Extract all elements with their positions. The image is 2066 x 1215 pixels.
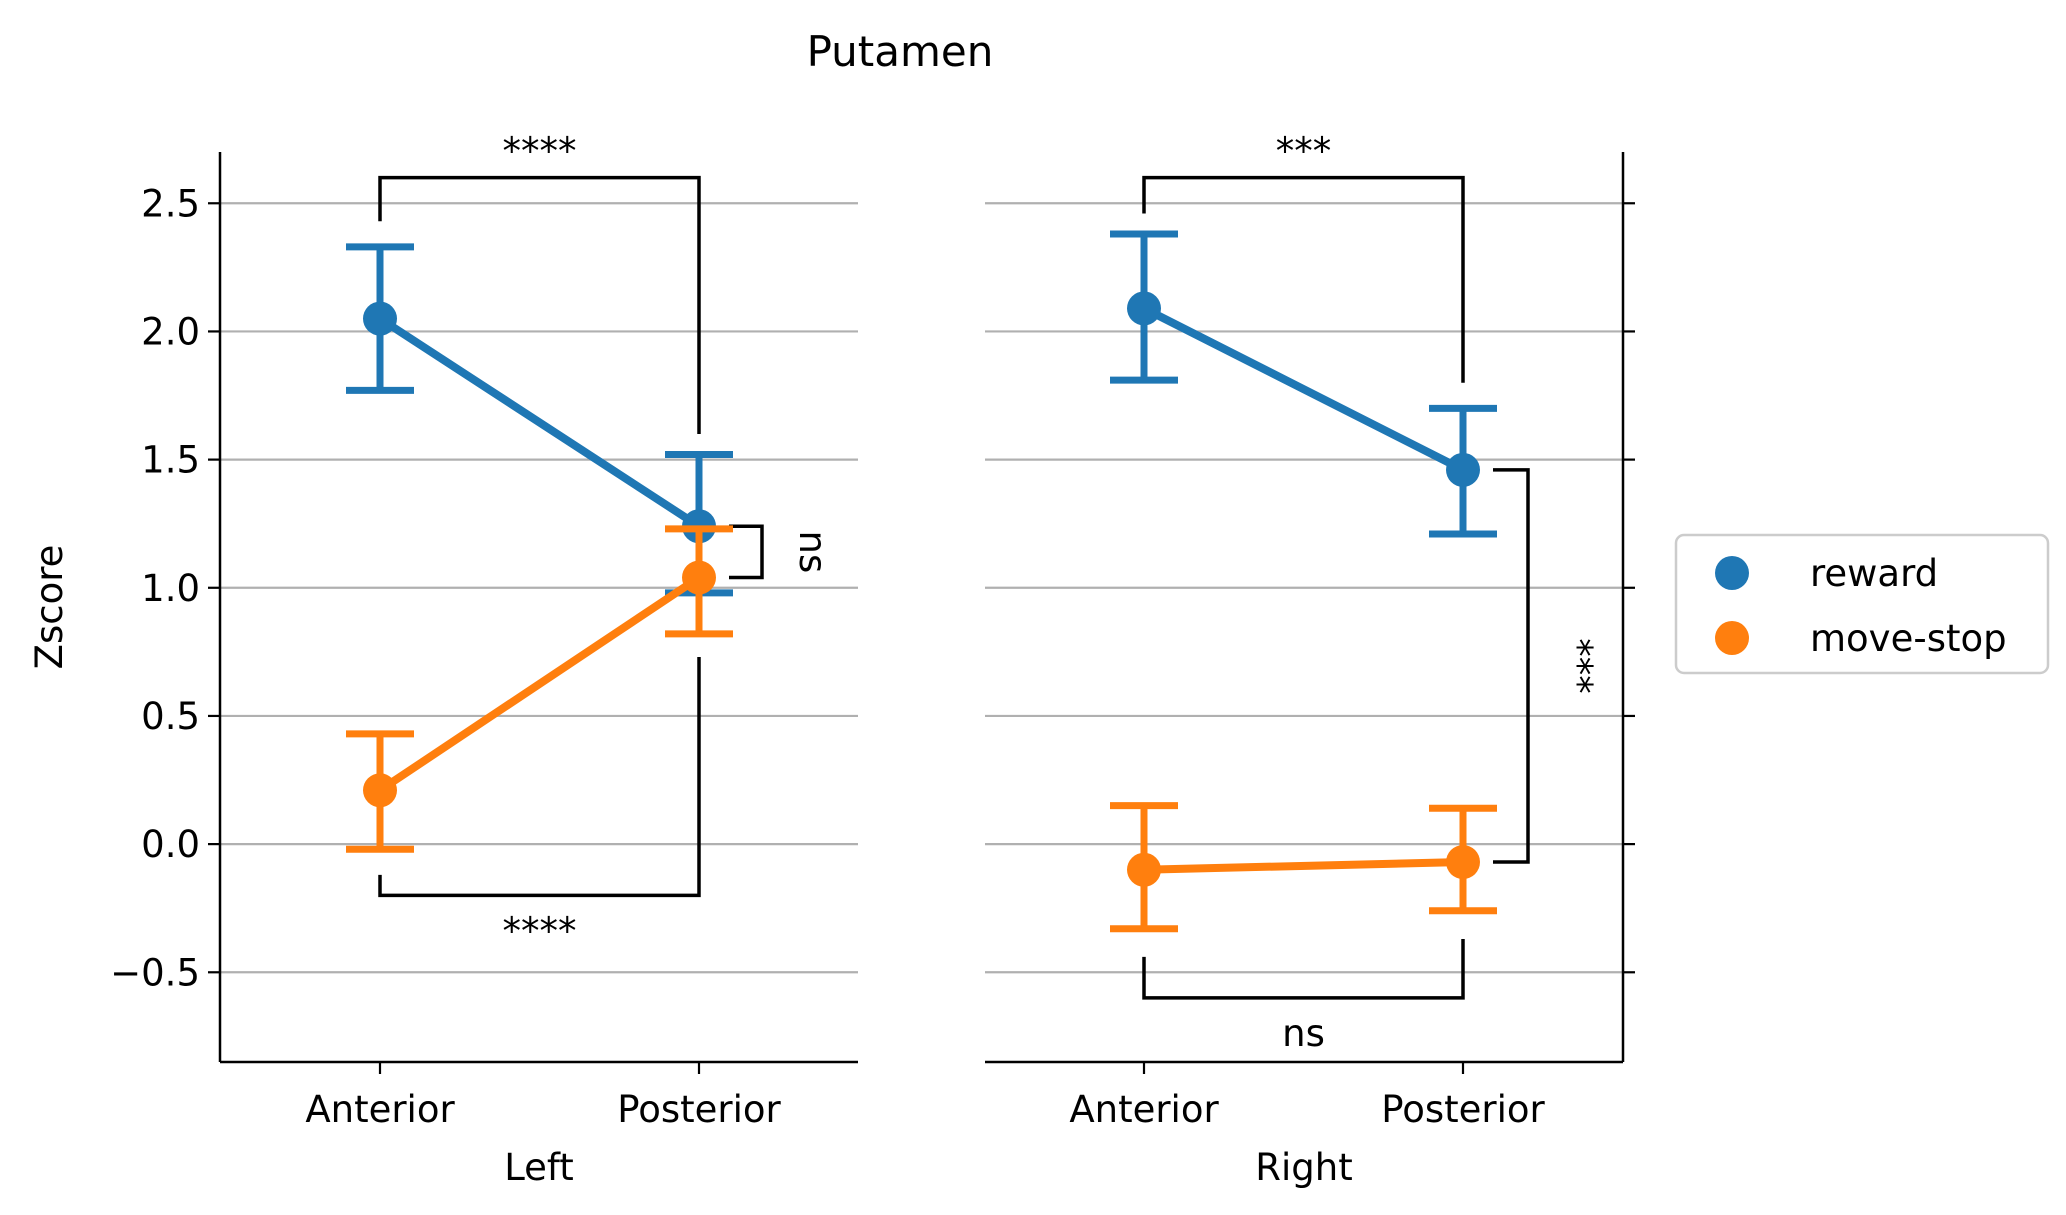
- significance-label: ****: [503, 130, 577, 173]
- significance-bracket: [1493, 468, 1530, 864]
- significance-bracket: [378, 656, 701, 898]
- series-line: [376, 314, 703, 531]
- chart-title: Putamen: [807, 27, 994, 76]
- series-move-stop: [1110, 802, 1497, 933]
- panels-layer: −0.5 0.0 0.5 1.0 1.5 2.0 2.5 Anterior Posterior L…: [110, 130, 1635, 1189]
- series-line: [1140, 304, 1467, 474]
- data-point: [1446, 452, 1480, 487]
- significance-bracket: [1142, 938, 1465, 1000]
- significance-annotation: ns: [729, 524, 834, 580]
- significance-annotation: ns: [1142, 938, 1465, 1055]
- x-tick-label: Posterior: [617, 1088, 781, 1131]
- series-move-stop: [346, 525, 733, 853]
- data-point: [363, 773, 397, 808]
- significance-label: ns: [1282, 1012, 1325, 1055]
- significance-annotation: ****: [378, 656, 701, 952]
- significance-label: ***: [1557, 638, 1600, 694]
- x-tick-label: Anterior: [305, 1088, 455, 1131]
- series-line: [376, 573, 703, 795]
- significance-bracket: [378, 175, 701, 434]
- significance-label: ns: [791, 531, 834, 574]
- x-tick-label: Anterior: [1069, 1088, 1219, 1131]
- significance-annotation: ***: [1493, 468, 1600, 864]
- y-tick-label: 1.0: [141, 567, 200, 610]
- y-tick-label: 0.5: [141, 695, 200, 738]
- legend-frame: [1674, 533, 2050, 675]
- data-point: [1127, 291, 1161, 326]
- significance-label: ***: [1276, 130, 1332, 173]
- series-reward: [346, 243, 733, 597]
- y-tick-label: 2.0: [141, 310, 200, 353]
- data-point: [682, 560, 716, 595]
- x-axis-label: Right: [1255, 1146, 1352, 1189]
- series-line: [1140, 858, 1467, 874]
- legend-marker-move-stop: [1715, 621, 1749, 655]
- legend-label: reward: [1810, 552, 1938, 595]
- y-tick-label: 1.5: [141, 439, 200, 482]
- y-axis-label: Zscore: [28, 545, 71, 670]
- series-reward: [1110, 230, 1497, 538]
- significance-annotation: ****: [378, 130, 701, 434]
- data-point: [1127, 852, 1161, 887]
- x-axis-label: Left: [504, 1146, 574, 1189]
- data-point: [1446, 845, 1480, 880]
- significance-bracket: [729, 524, 764, 580]
- y-tick-label: −0.5: [110, 951, 200, 994]
- legend: reward move-stop: [1674, 533, 2050, 675]
- significance-bracket: [1142, 175, 1465, 383]
- panel-left: −0.5 0.0 0.5 1.0 1.5 2.0 2.5 Anterior Posterior L…: [110, 130, 858, 1189]
- data-point: [363, 301, 397, 336]
- y-tick-label: 0.0: [141, 823, 200, 866]
- legend-marker-reward: [1715, 556, 1749, 590]
- significance-label: ****: [503, 909, 577, 952]
- panel-right: Anterior Posterior Right *** ns ***: [985, 130, 1635, 1189]
- significance-annotation: ***: [1142, 130, 1465, 383]
- x-tick-label: Posterior: [1381, 1088, 1545, 1131]
- y-tick-label: 2.5: [141, 182, 200, 225]
- legend-label: move-stop: [1810, 617, 2007, 660]
